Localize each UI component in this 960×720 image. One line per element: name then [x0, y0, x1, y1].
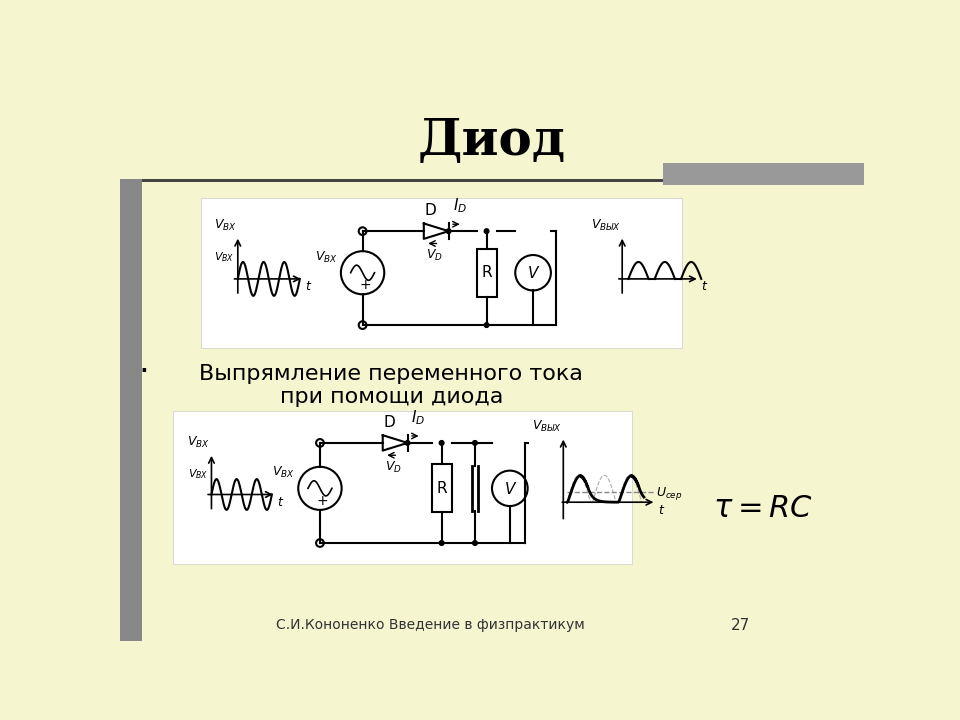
Bar [202, 198, 682, 348]
Text: ·: · [138, 356, 149, 390]
Text: $V_{BX}$: $V_{BX}$ [273, 465, 295, 480]
Circle shape [484, 229, 489, 233]
Text: V: V [528, 266, 539, 281]
Text: t: t [658, 504, 662, 517]
Text: t: t [277, 496, 282, 509]
Bar [662, 163, 864, 185]
Text: $V_{ВЫХ}$: $V_{ВЫХ}$ [532, 418, 562, 433]
Text: $I_D$: $I_D$ [411, 408, 424, 427]
Circle shape [440, 441, 444, 445]
Text: $V_{BX}$: $V_{BX}$ [214, 251, 234, 264]
Bar [120, 179, 142, 641]
Text: $V_D$: $V_D$ [385, 460, 402, 475]
Bar [432, 464, 452, 512]
Circle shape [472, 441, 477, 445]
Text: $I_D$: $I_D$ [453, 197, 468, 215]
Text: +: + [359, 278, 371, 292]
Circle shape [446, 229, 451, 233]
Bar [476, 249, 496, 297]
Text: V: V [505, 482, 515, 497]
Text: R: R [436, 481, 447, 496]
Text: $V_D$: $V_D$ [426, 248, 444, 264]
Circle shape [472, 541, 477, 545]
Text: $U_{сер}$: $U_{сер}$ [656, 485, 682, 502]
Text: С.И.Кононенко Введение в физпрактикум: С.И.Кононенко Введение в физпрактикум [276, 618, 585, 632]
Text: Выпрямление переменного тока
при помощи диода: Выпрямление переменного тока при помощи … [200, 364, 583, 407]
Circle shape [484, 323, 489, 328]
Bar [173, 411, 632, 564]
Text: R: R [481, 265, 492, 280]
Text: t: t [701, 280, 707, 294]
Text: $V_{BX}$: $V_{BX}$ [213, 217, 236, 233]
Text: Диод: Диод [418, 117, 566, 166]
Bar [142, 179, 864, 182]
Text: +: + [317, 494, 328, 508]
Text: D: D [383, 415, 395, 430]
Text: $\tau = RC$: $\tau = RC$ [713, 494, 813, 523]
Circle shape [440, 541, 444, 545]
Text: $V_{BX}$: $V_{BX}$ [315, 250, 338, 265]
Text: 27: 27 [731, 618, 750, 633]
Text: D: D [424, 203, 436, 218]
Text: t: t [305, 280, 310, 294]
Text: $V_{BX}$: $V_{BX}$ [187, 435, 210, 450]
Text: $V_{BX}$: $V_{BX}$ [188, 467, 208, 482]
Circle shape [405, 441, 410, 445]
Text: $V_{ВЫХ}$: $V_{ВЫХ}$ [590, 217, 621, 233]
